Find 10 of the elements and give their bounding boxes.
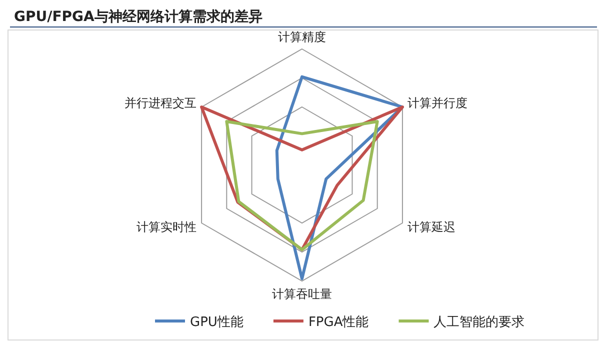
spoke-label: 计算延迟 — [408, 220, 456, 234]
legend-label: 人工智能的要求 — [434, 315, 525, 330]
spoke-label: 计算吞吐量 — [272, 287, 332, 301]
spoke-label: 计算精度 — [278, 30, 326, 44]
legend-label: FPGA性能 — [308, 315, 369, 330]
spoke-label: 计算实时性 — [136, 220, 196, 234]
chart-title: GPU/FPGA与神经网络计算需求的差异 — [14, 8, 262, 25]
spoke-label: 并行进程交互 — [124, 96, 196, 110]
legend-label: GPU性能 — [190, 315, 244, 330]
spoke-label: 计算并行度 — [408, 96, 468, 110]
